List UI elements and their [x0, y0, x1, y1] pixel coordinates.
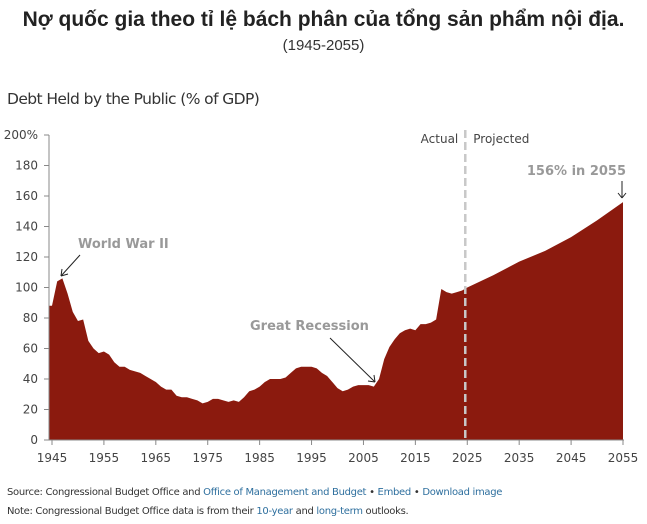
x-tick-label: 2035: [504, 451, 535, 465]
annotation-great-recession: Great Recession: [250, 319, 369, 334]
note-mid: and: [292, 506, 317, 517]
projected-label: Projected: [473, 132, 529, 146]
ww2-arrowhead-icon: [60, 268, 69, 277]
x-tick-label: 2005: [348, 451, 379, 465]
note-text: Note: Congressional Budget Office data i…: [7, 506, 257, 517]
2055-arrowhead-icon: [617, 192, 627, 199]
y-tick-label: 140: [15, 220, 38, 234]
y-tick-label: 120: [15, 250, 38, 264]
recession-arrow-icon: [329, 337, 376, 383]
source-text: Source: Congressional Budget Office and: [7, 487, 204, 498]
y-tick-label: 100: [15, 281, 38, 295]
x-tick-label: 1955: [89, 451, 120, 465]
source-line: Source: Congressional Budget Office and …: [7, 487, 502, 498]
x-tick-label: 1985: [244, 451, 275, 465]
annotation-2055: 156% in 2055: [527, 164, 626, 179]
x-tick-label: 1965: [141, 451, 172, 465]
y-tick-label: 180: [15, 159, 38, 173]
chart-title: Debt Held by the Public (% of GDP): [7, 90, 260, 108]
recession-arrowhead-icon: [367, 374, 376, 383]
x-tick-label: 2015: [400, 451, 431, 465]
debt-area: [49, 202, 623, 440]
x-tick-label: 2025: [452, 451, 483, 465]
10-year-link[interactable]: 10-year: [256, 506, 293, 517]
note-suffix: outlooks.: [362, 506, 409, 517]
y-tick-label: 200%: [4, 128, 38, 142]
x-tick-label: 2055: [608, 451, 639, 465]
y-tick-label: 60: [23, 342, 38, 356]
embed-link[interactable]: Embed: [377, 487, 412, 498]
debt-chart: 0 20 40 60 80 100 120 140 160 180 200% 1945 1955 1965…: [4, 128, 639, 465]
long-term-link[interactable]: long-term: [316, 506, 363, 517]
separator: •: [410, 487, 423, 498]
y-tick-label: 80: [23, 311, 38, 325]
x-tick-label: 1995: [296, 451, 327, 465]
separator: •: [366, 487, 378, 498]
x-tick-label: 1945: [37, 451, 68, 465]
omb-link[interactable]: Office of Management and Budget: [203, 487, 367, 498]
download-image-link[interactable]: Download image: [422, 487, 503, 498]
actual-label: Actual: [421, 132, 459, 146]
ww2-arrow-icon: [60, 254, 81, 277]
page-subtitle: (1945-2055): [282, 37, 365, 54]
page-title: Nợ quốc gia theo tỉ lệ bách phân của tổn…: [22, 8, 625, 31]
x-tick-label: 1975: [192, 451, 223, 465]
y-tick-label: 20: [23, 403, 38, 417]
y-tick-label: 0: [30, 433, 38, 447]
y-tick-label: 160: [15, 189, 38, 203]
note-line: Note: Congressional Budget Office data i…: [7, 506, 409, 517]
annotation-world-war-ii: World War II: [78, 237, 169, 252]
y-tick-label: 40: [23, 372, 38, 386]
x-tick-label: 2045: [556, 451, 587, 465]
